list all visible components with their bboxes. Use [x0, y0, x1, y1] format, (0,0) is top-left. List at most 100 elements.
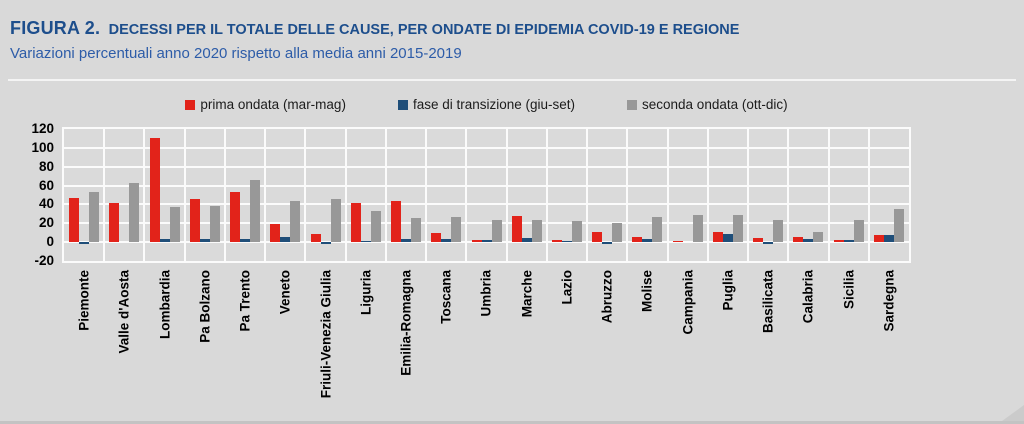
bar-fase-puglia — [722, 233, 733, 243]
bar-fase-lombardia — [159, 239, 170, 243]
h-gridline — [64, 146, 909, 149]
y-tick-label: 40 — [38, 196, 54, 212]
x-label-cell: Valle d'Aosta — [104, 267, 144, 397]
x-label-cell: Pa Trento — [225, 267, 265, 397]
bar-seconda-liguria — [370, 211, 381, 243]
bar-seconda-molise — [652, 216, 663, 243]
bar-prima-lazio — [551, 240, 562, 243]
v-gridline — [586, 129, 589, 261]
x-label-cell: Abruzzo — [587, 267, 627, 397]
bar-prima-liguria — [350, 202, 361, 243]
window-bottom-edge — [0, 421, 1024, 424]
bar-prima-valle-d-aosta — [109, 202, 120, 243]
bar-seconda-sicilia — [853, 219, 864, 243]
bar-prima-pa-trento — [230, 192, 241, 243]
bar-prima-lombardia — [149, 138, 160, 243]
bar-prima-sicilia — [833, 240, 844, 243]
bar-fase-molise — [642, 239, 653, 243]
bar-seconda-sardegna — [893, 209, 904, 243]
legend-swatch-icon — [185, 99, 196, 110]
x-label: Lazio — [559, 270, 575, 305]
bar-fase-abruzzo — [602, 242, 613, 245]
y-tick-label: 100 — [31, 139, 54, 155]
bar-seconda-pa-bolzano — [209, 206, 220, 243]
y-tick-label: 80 — [38, 158, 54, 174]
bar-prima-umbria — [471, 240, 482, 243]
bar-seconda-campania — [692, 214, 703, 243]
plot-area — [62, 127, 911, 263]
bar-seconda-abruzzo — [612, 223, 623, 243]
v-gridline — [827, 129, 830, 261]
v-gridline — [666, 129, 669, 261]
bar-prima-marche — [511, 215, 522, 243]
v-gridline — [545, 129, 548, 261]
bar-seconda-piemonte — [89, 192, 100, 243]
bar-seconda-umbria — [491, 219, 502, 243]
x-label-cell: Liguria — [346, 267, 386, 397]
bar-fase-toscana — [441, 239, 452, 243]
bar-prima-piemonte — [69, 197, 80, 243]
v-gridline — [626, 129, 629, 261]
x-label-cell: Piemonte — [64, 267, 104, 397]
x-label: Pa Bolzano — [197, 270, 213, 343]
h-gridline — [64, 222, 909, 225]
bar-fase-umbria — [481, 240, 492, 243]
y-tick-label: 120 — [31, 121, 54, 136]
bar-prima-toscana — [431, 232, 442, 243]
bar-seconda-friuli-venezia-giulia — [330, 198, 341, 243]
bar-seconda-toscana — [451, 216, 462, 243]
bar-seconda-veneto — [290, 200, 301, 243]
bar-prima-puglia — [712, 231, 723, 243]
bar-seconda-lombardia — [169, 207, 180, 243]
bar-prima-molise — [632, 237, 643, 243]
v-gridline — [425, 129, 428, 261]
bar-fase-liguria — [360, 241, 371, 243]
bar-fase-piemonte — [79, 242, 90, 245]
x-label: Liguria — [358, 270, 374, 316]
v-gridline — [223, 129, 226, 261]
x-label: Valle d'Aosta — [116, 270, 132, 354]
v-gridline — [384, 129, 387, 261]
x-label: Puglia — [720, 270, 736, 311]
x-label: Molise — [639, 270, 655, 313]
x-label: Veneto — [277, 270, 293, 315]
figure-subtitle: Variazioni percentuali anno 2020 rispett… — [10, 45, 462, 62]
v-gridline — [706, 129, 709, 261]
bar-seconda-puglia — [732, 214, 743, 243]
x-label: Emilia-Romagna — [398, 270, 414, 376]
bar-prima-emilia-romagna — [391, 200, 402, 243]
bar-prima-veneto — [270, 224, 281, 243]
bar-fase-marche — [521, 238, 532, 243]
x-label-cell: Basilicata — [748, 267, 788, 397]
legend-label: seconda ondata (ott-dic) — [642, 97, 788, 112]
v-gridline — [304, 129, 307, 261]
x-label-cell: Friuli-Venezia Giulia — [305, 267, 345, 399]
x-label: Basilicata — [760, 270, 776, 334]
x-label: Campania — [680, 270, 696, 335]
bar-fase-friuli-venezia-giulia — [320, 242, 331, 245]
legend-item-1: fase di transizione (giu-set) — [397, 97, 575, 112]
v-gridline — [505, 129, 508, 261]
x-label-cell: Lazio — [547, 267, 587, 397]
x-label: Lombardia — [157, 270, 173, 340]
bar-seconda-lazio — [571, 221, 582, 243]
bar-prima-abruzzo — [592, 231, 603, 243]
v-gridline — [867, 129, 870, 261]
bar-prima-pa-bolzano — [189, 198, 200, 243]
bar-seconda-calabria — [813, 231, 824, 243]
legend-label: prima ondata (mar-mag) — [200, 97, 346, 112]
y-tick-label: 0 — [46, 234, 54, 250]
bar-fase-pa-bolzano — [199, 239, 210, 243]
x-label-cell: Pa Bolzano — [185, 267, 225, 397]
x-label-cell: Puglia — [708, 267, 748, 397]
bar-prima-basilicata — [753, 238, 764, 243]
x-label: Sardegna — [881, 270, 897, 332]
x-label: Friuli-Venezia Giulia — [318, 270, 334, 399]
v-gridline — [264, 129, 267, 261]
chart-legend: prima ondata (mar-mag) fase di transizion… — [62, 97, 911, 112]
figure-number: FIGURA 2. — [10, 18, 101, 38]
x-label-cell: Calabria — [788, 267, 828, 397]
x-label-cell: Toscana — [426, 267, 466, 397]
y-tick-label: -20 — [34, 253, 54, 268]
